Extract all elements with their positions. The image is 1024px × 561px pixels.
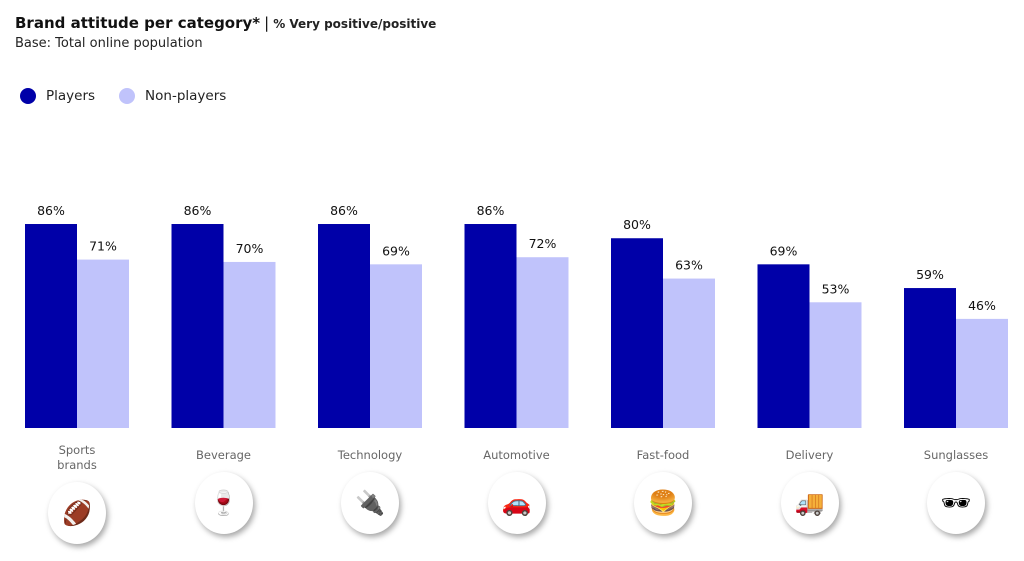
data-label: 71% — [89, 239, 117, 254]
chart-subtitle: % Very positive/positive — [273, 17, 437, 31]
category-label: Fast-food — [636, 448, 690, 462]
bar-players-4 — [611, 238, 663, 428]
bar-players-3 — [464, 224, 517, 428]
burger-drink-icon: 🍔 — [634, 472, 692, 534]
delivery-truck-icon: 🚚 — [780, 472, 839, 534]
data-label: 59% — [916, 267, 944, 282]
bar-players-1 — [171, 224, 224, 428]
bar-non-players-4 — [663, 278, 715, 428]
legend-swatch-players — [20, 88, 36, 104]
category-label: Automotive — [483, 448, 550, 462]
bar-non-players-0 — [77, 259, 129, 428]
car-icon: 🚗 — [487, 472, 546, 534]
legend-label: Players — [46, 88, 96, 104]
title-text: Brand attitude per category* — [15, 14, 261, 32]
category-label: Delivery — [785, 448, 834, 462]
sports-balls-icon: 🏈 — [48, 482, 106, 544]
base-note: Base: Total online population — [15, 36, 203, 51]
bar-players-2 — [318, 224, 370, 428]
data-label: 86% — [37, 203, 65, 218]
plug-icon: 🔌 — [341, 472, 399, 534]
data-label: 86% — [330, 203, 358, 218]
data-label: 70% — [236, 241, 264, 256]
bar-non-players-2 — [370, 264, 422, 428]
bottle-wine-icon: 🍷 — [194, 472, 253, 534]
legend-swatch-non-players — [119, 88, 136, 104]
category-label: Beverage — [196, 448, 251, 462]
bar-non-players-1 — [223, 261, 276, 428]
sunglasses-icon: 🕶 — [927, 472, 985, 534]
category-label: Sports brands — [57, 443, 97, 472]
bar-players-0 — [25, 224, 77, 428]
data-label: 86% — [477, 203, 505, 218]
bar-non-players-5 — [809, 302, 862, 428]
bar-non-players-6 — [956, 318, 1008, 428]
data-label: 72% — [529, 236, 557, 251]
bar-players-6 — [904, 288, 956, 428]
legend-non-players: Non-players — [119, 88, 226, 104]
legend: Players Non-players — [20, 88, 250, 104]
data-label: 53% — [822, 281, 850, 296]
data-label: 80% — [623, 217, 651, 232]
data-label: 69% — [382, 243, 410, 258]
data-label: 69% — [770, 243, 798, 258]
legend-players: Players — [20, 88, 95, 104]
data-label: 63% — [675, 258, 703, 273]
data-label: 46% — [968, 298, 996, 313]
title-separator: | — [264, 14, 270, 32]
legend-label: Non-players — [145, 88, 227, 104]
category-label: Sunglasses — [923, 448, 989, 462]
bar-non-players-3 — [516, 257, 569, 428]
bar-players-5 — [757, 264, 810, 428]
category-label: Technology — [337, 448, 403, 462]
data-label: 86% — [184, 203, 212, 218]
chart-title: Brand attitude per category* |% Very posi… — [15, 14, 436, 32]
